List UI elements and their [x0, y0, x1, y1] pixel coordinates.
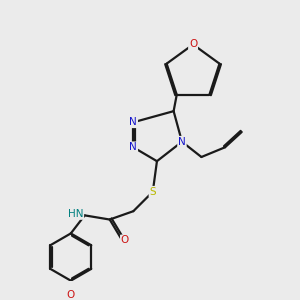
Text: N: N	[130, 117, 137, 127]
Text: O: O	[189, 40, 197, 50]
Text: S: S	[149, 187, 156, 197]
Text: O: O	[67, 290, 75, 300]
Text: N: N	[130, 142, 137, 152]
Text: O: O	[121, 236, 129, 245]
Text: N: N	[178, 137, 186, 147]
Text: HN: HN	[68, 209, 83, 219]
